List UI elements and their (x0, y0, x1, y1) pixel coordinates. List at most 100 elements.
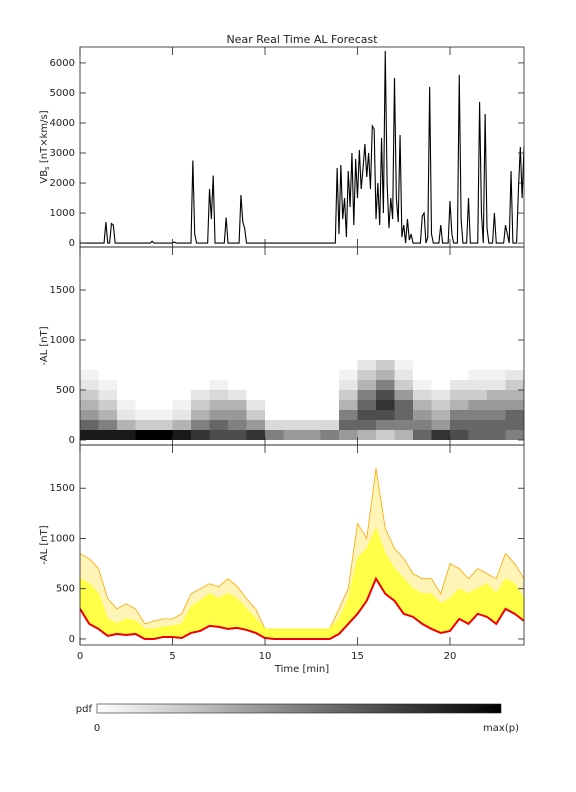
heat-cell (117, 370, 136, 380)
y-tick-label: 2000 (50, 178, 75, 189)
heat-cell (505, 420, 524, 430)
heat-cell (431, 400, 450, 410)
heat-cell (376, 390, 395, 400)
y-axis-label: -AL [nT] (39, 525, 50, 564)
y-tick-label: 5000 (50, 88, 75, 99)
heat-cell (228, 370, 247, 380)
heat-cell (431, 410, 450, 420)
y-axis-label-part: VB (39, 170, 50, 184)
plot-area (80, 468, 524, 640)
heat-cell (283, 380, 302, 390)
heat-cell (320, 360, 339, 370)
x-axis-label: Time [min] (274, 664, 329, 675)
heat-cell (154, 390, 173, 400)
x-tick-label: 0 (77, 651, 83, 662)
heat-cell (135, 400, 154, 410)
heat-cell (357, 380, 376, 390)
heat-cell (191, 360, 210, 370)
heat-cell (357, 410, 376, 420)
heat-cell (98, 400, 117, 410)
heat-cell (154, 360, 173, 370)
heat-cell (265, 420, 284, 430)
y-axis-label: -AL [nT] (39, 326, 50, 365)
inner-band (80, 528, 524, 639)
heat-cell (413, 390, 432, 400)
heat-cell (265, 390, 284, 400)
heat-cell (394, 370, 413, 380)
heat-cell (246, 360, 265, 370)
heat-cell (265, 430, 284, 440)
heat-cell (357, 370, 376, 380)
heat-cell (320, 410, 339, 420)
heat-cell (154, 400, 173, 410)
heat-cell (487, 380, 506, 390)
y-axis-label-part: s (43, 166, 51, 170)
y-tick-label: 6000 (50, 58, 75, 69)
heat-cell (172, 400, 191, 410)
heat-cell (320, 430, 339, 440)
heat-cell (117, 420, 136, 430)
heat-cell (450, 370, 469, 380)
heat-cell (413, 380, 432, 390)
heat-cell (505, 430, 524, 440)
series-line (80, 527, 524, 630)
heat-cell (246, 420, 265, 430)
heat-cell (413, 370, 432, 380)
heat-cell (283, 390, 302, 400)
heat-cell (172, 380, 191, 390)
heat-cell (246, 430, 265, 440)
heat-cell (320, 420, 339, 430)
heat-cell (209, 410, 228, 420)
heat-cell (487, 390, 506, 400)
heat-cell (172, 430, 191, 440)
heat-cell (154, 410, 173, 420)
heat-cell (246, 390, 265, 400)
heat-cell (172, 360, 191, 370)
heat-cell (339, 370, 358, 380)
heat-cell (302, 410, 321, 420)
heat-cell (431, 390, 450, 400)
heat-cell (246, 410, 265, 420)
heat-cell (117, 430, 136, 440)
data-line (80, 50, 524, 244)
heat-cell (98, 390, 117, 400)
plot-area (80, 360, 524, 440)
heat-cell (191, 400, 210, 410)
heat-cell (228, 390, 247, 400)
heat-cell (431, 420, 450, 430)
chart-title: Near Real Time AL Forecast (226, 33, 378, 46)
heat-cell (80, 420, 99, 430)
heat-cell (339, 430, 358, 440)
heat-cell (154, 420, 173, 430)
heat-cell (505, 360, 524, 370)
heat-cell (154, 370, 173, 380)
plot-frame (79, 444, 525, 646)
heat-cell (487, 370, 506, 380)
heat-cell (246, 370, 265, 380)
heat-cell (487, 410, 506, 420)
y-tick-label: 1000 (50, 335, 75, 346)
heat-cell (98, 380, 117, 390)
x-tick-label: 10 (259, 651, 272, 662)
heat-cell (505, 390, 524, 400)
heat-cell (302, 380, 321, 390)
heat-cell (191, 390, 210, 400)
heat-cell (80, 370, 99, 380)
heat-cell (339, 360, 358, 370)
heat-cell (339, 390, 358, 400)
heat-cell (265, 380, 284, 390)
heat-cell (394, 420, 413, 430)
heat-cell (154, 380, 173, 390)
heat-cell (228, 420, 247, 430)
heat-cell (357, 430, 376, 440)
heat-cell (191, 430, 210, 440)
heat-cell (228, 430, 247, 440)
y-tick-label: 0 (69, 435, 75, 446)
heat-cell (376, 370, 395, 380)
heat-cell (450, 390, 469, 400)
heat-cell (505, 380, 524, 390)
y-tick-label: 500 (56, 584, 75, 595)
heat-cell (228, 400, 247, 410)
heat-cell (246, 380, 265, 390)
